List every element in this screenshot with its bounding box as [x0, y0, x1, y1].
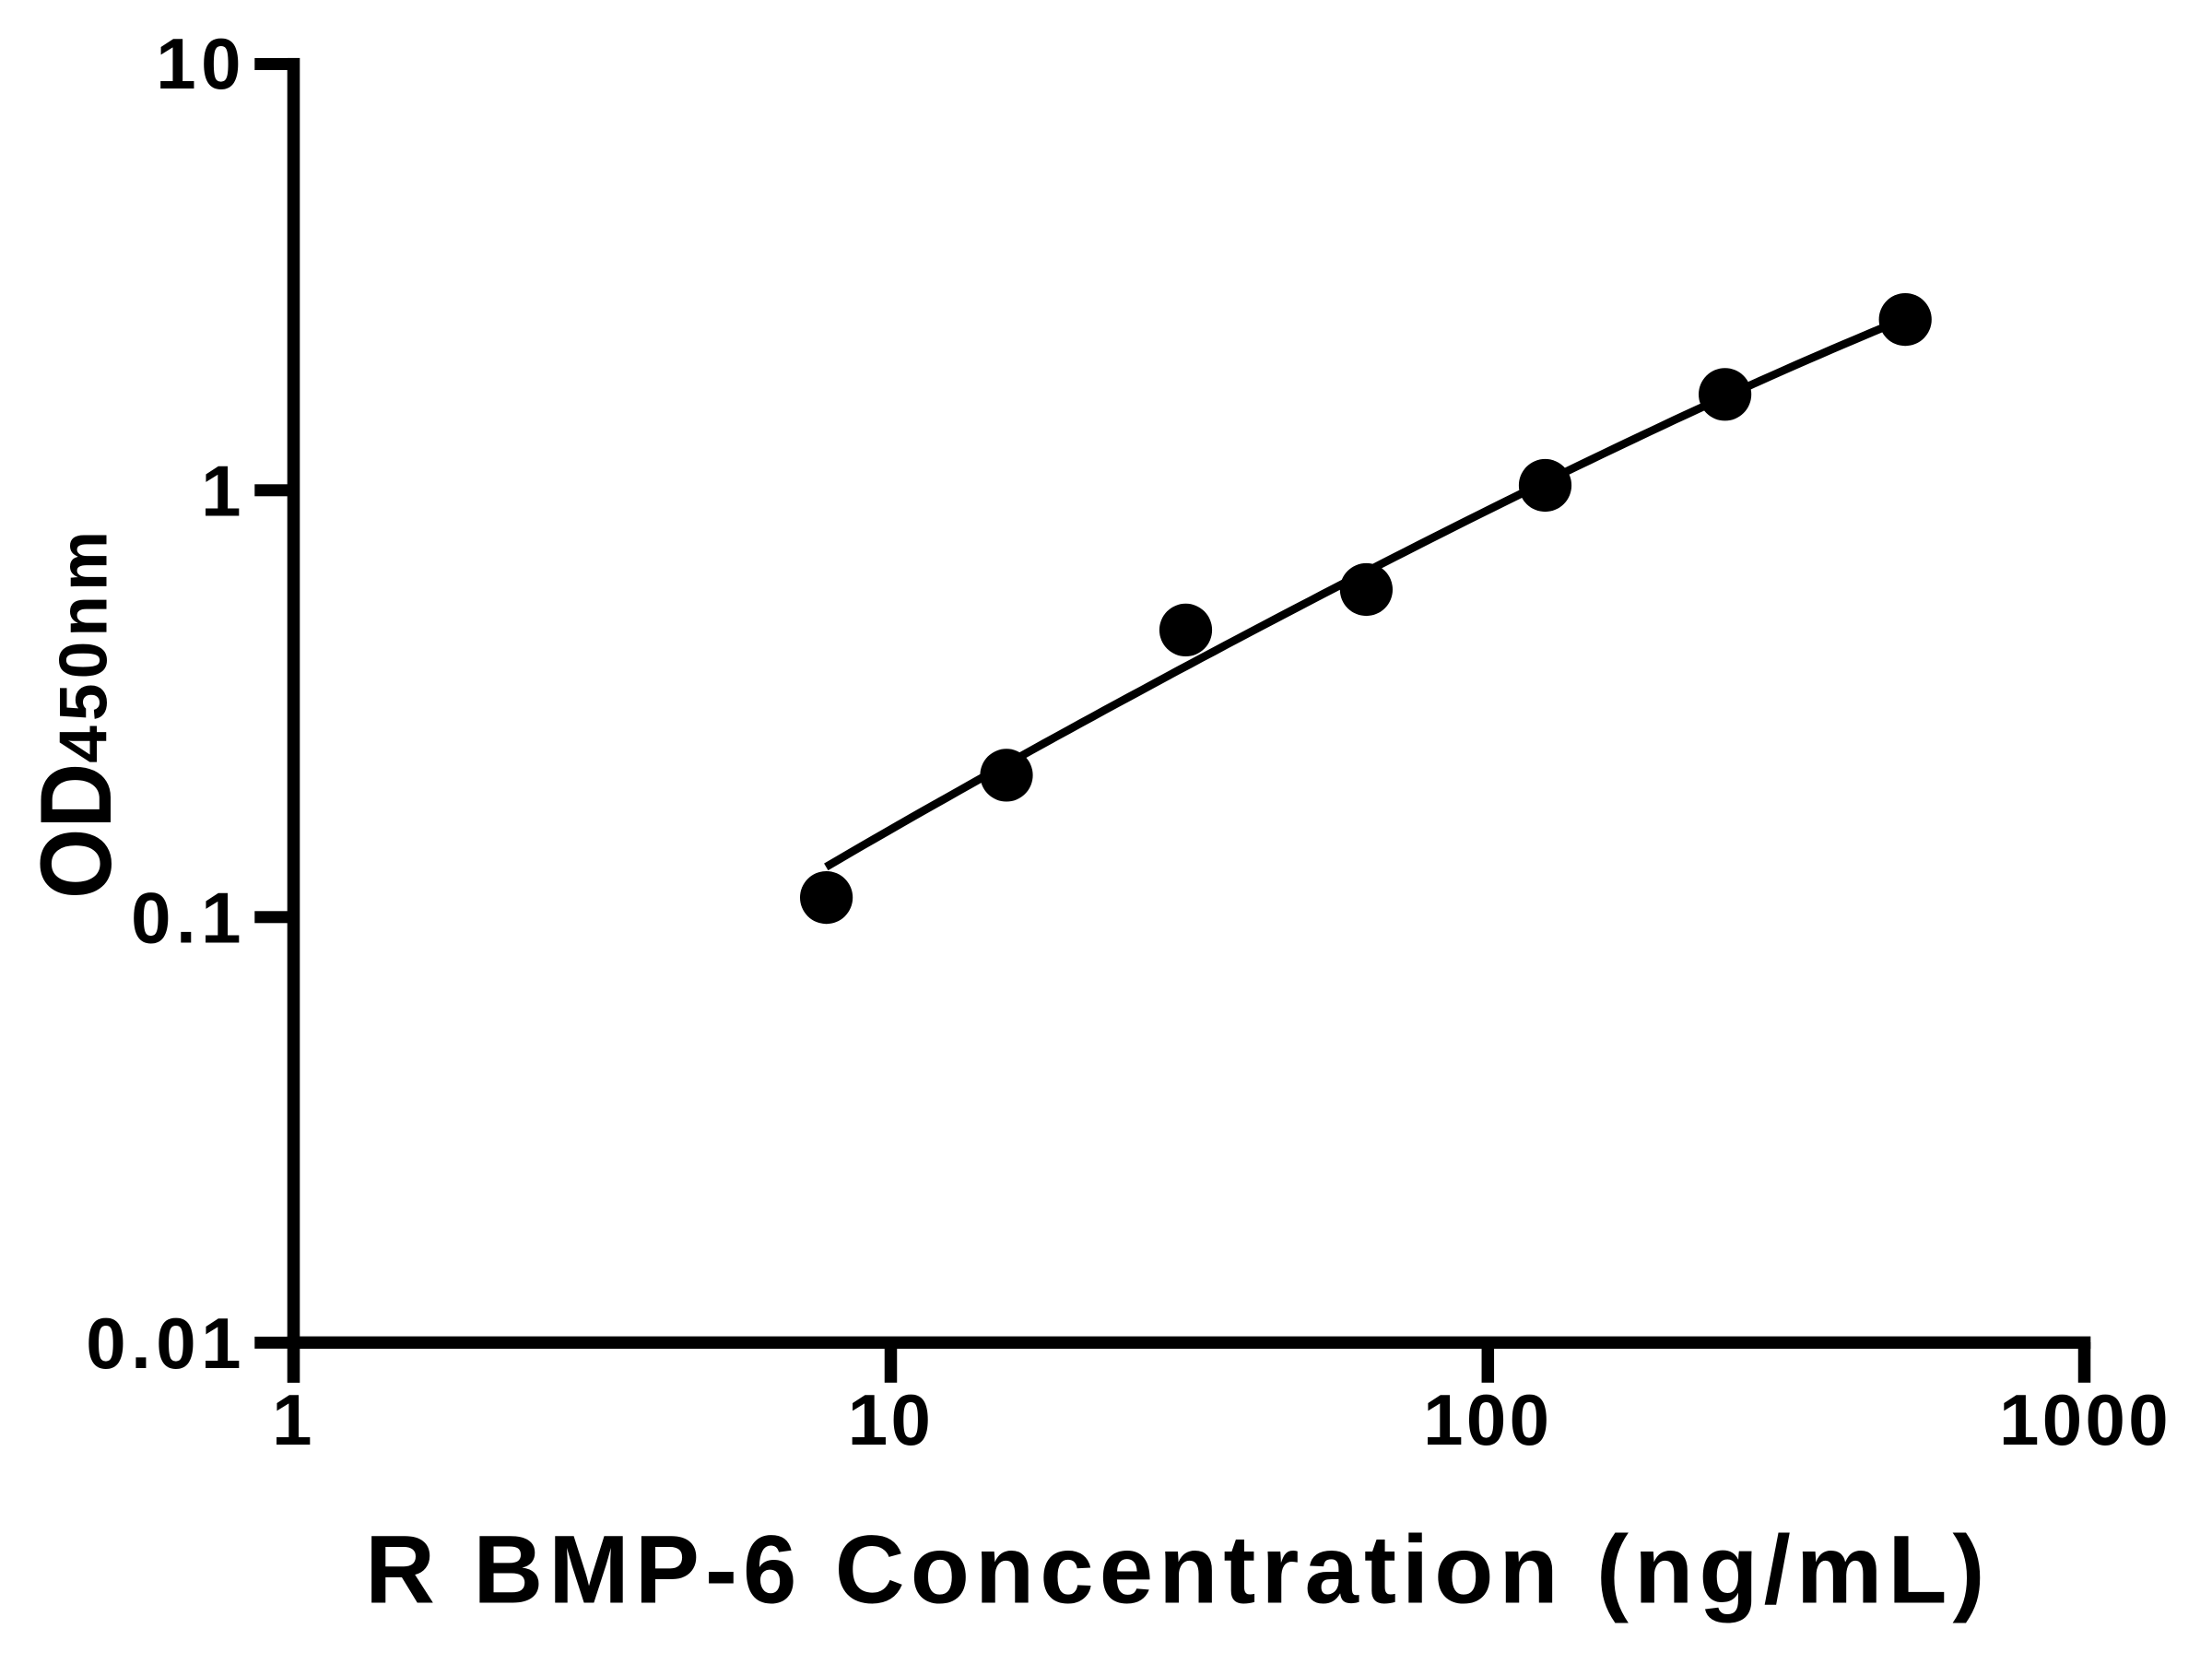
svg-text:10: 10 — [848, 1379, 935, 1460]
svg-text:OD: OD — [20, 763, 133, 899]
svg-text:450nm: 450nm — [45, 526, 121, 763]
svg-text:10: 10 — [156, 23, 246, 104]
svg-text:0.01: 0.01 — [86, 1303, 246, 1384]
svg-text:R BMP-6 Concentration (ng/mL): R BMP-6 Concentration (ng/mL) — [365, 1516, 1991, 1624]
svg-text:1: 1 — [201, 451, 246, 532]
svg-text:1: 1 — [272, 1379, 315, 1460]
svg-text:100: 100 — [1423, 1379, 1552, 1460]
svg-text:1000: 1000 — [1999, 1379, 2171, 1460]
svg-text:0.1: 0.1 — [131, 878, 246, 959]
